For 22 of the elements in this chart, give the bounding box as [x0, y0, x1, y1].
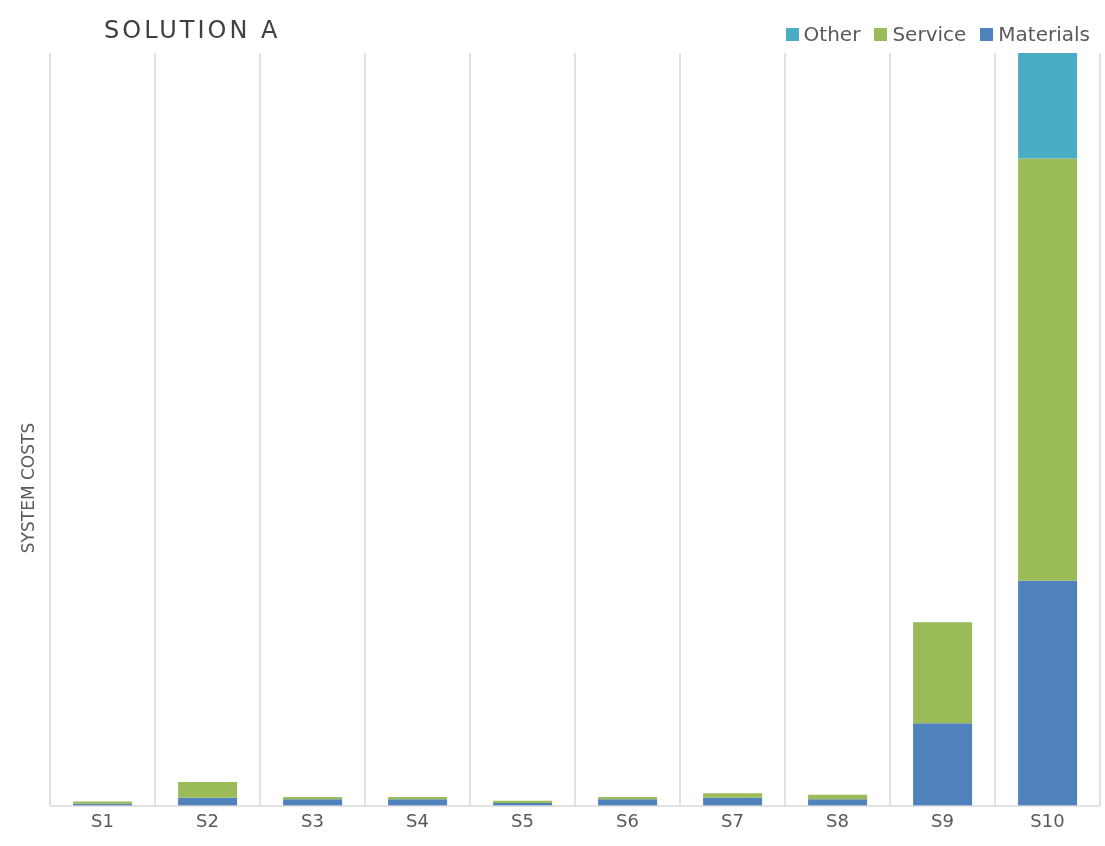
bar	[1018, 158, 1078, 581]
x-tick-label: S6	[616, 809, 639, 831]
bar	[1018, 53, 1078, 159]
x-tick-label: S5	[511, 809, 534, 831]
y-axis-title: SYSTEM COSTS	[18, 422, 38, 554]
bar	[1018, 580, 1078, 806]
x-tick-label: S3	[301, 809, 324, 831]
x-tick-label: S1	[91, 809, 114, 831]
bar	[913, 723, 973, 806]
bar	[703, 793, 763, 798]
bar	[913, 622, 973, 724]
x-tick-label: S10	[1030, 809, 1065, 831]
x-tick-label: S4	[406, 809, 429, 831]
x-tick-label: S2	[196, 809, 219, 831]
bar	[178, 781, 238, 798]
chart-title: SOLUTION A	[104, 16, 281, 44]
legend-label: Service	[891, 22, 967, 46]
legend-label: Other	[802, 22, 861, 46]
legend-label: Materials	[997, 22, 1090, 46]
x-tick-label: S8	[826, 809, 849, 831]
x-tick-label: S7	[721, 809, 744, 831]
x-tick-label: S9	[931, 809, 954, 831]
